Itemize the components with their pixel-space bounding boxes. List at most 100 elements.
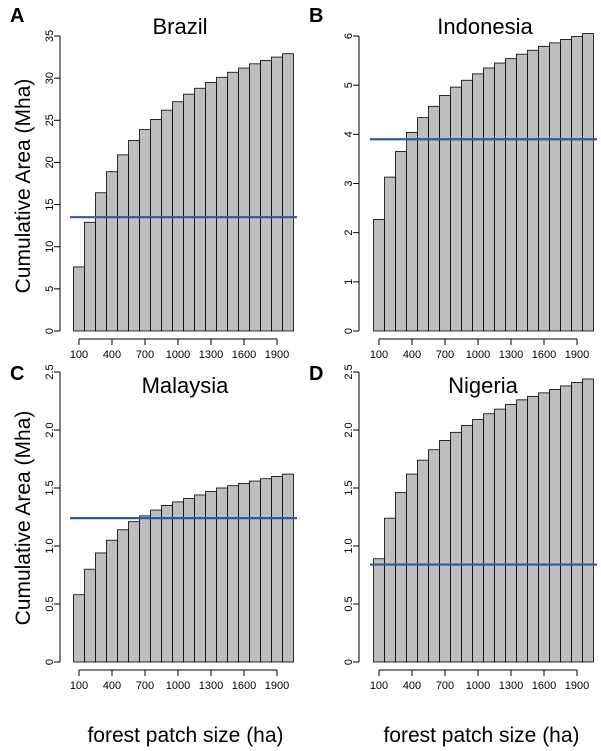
x-tick-label: 1300 <box>199 680 223 692</box>
x-tick-label: 400 <box>103 349 121 361</box>
y-tick-label: 1.5 <box>44 480 56 495</box>
x-tick-label: 1000 <box>166 349 190 361</box>
y-tick-label: 5 <box>44 286 56 292</box>
x-tick-label: 100 <box>70 349 88 361</box>
bar <box>117 154 129 332</box>
bar <box>117 529 129 663</box>
bar <box>560 385 572 663</box>
bar <box>260 478 272 663</box>
x-tick-label: 100 <box>70 680 88 692</box>
bar <box>406 473 418 663</box>
bar <box>106 539 118 663</box>
bar <box>172 501 184 663</box>
y-tick-label: 1.5 <box>343 480 355 495</box>
bar <box>472 419 484 663</box>
bar <box>216 487 228 663</box>
bar <box>483 67 495 332</box>
bar <box>560 39 572 332</box>
panel-title: Malaysia <box>142 373 230 398</box>
bar <box>450 431 462 663</box>
bar <box>271 56 283 332</box>
y-tick-label: 25 <box>44 114 56 126</box>
x-tick-label: 1900 <box>265 349 289 361</box>
bar <box>282 473 294 663</box>
x-tick-label: 400 <box>403 680 421 692</box>
x-tick-label: 1000 <box>466 680 490 692</box>
bar <box>505 58 517 332</box>
x-tick-label: 1900 <box>565 680 589 692</box>
x-tick-label: 1600 <box>532 349 556 361</box>
x-tick-label: 1000 <box>466 349 490 361</box>
panel-a: 0 5 10 15 20 25 30 35 100 400 700 1000 1300 1600 1900 A… <box>10 5 297 361</box>
panel-c: 0 0.5 1.0 1.5 2.0 2.5 100 400 700 1000 1300 1600 190… <box>10 363 297 747</box>
y-axis-label: Cumulative Area (Mha) <box>12 79 35 294</box>
y-tick-label: 2 <box>343 230 355 236</box>
y-tick-label: 35 <box>44 30 56 42</box>
bar <box>461 79 473 332</box>
bar <box>373 558 385 663</box>
bar <box>161 504 173 663</box>
bar <box>216 76 228 332</box>
x-tick-label: 1900 <box>265 680 289 692</box>
bar <box>483 413 495 663</box>
bar <box>450 86 462 332</box>
bar <box>384 176 396 332</box>
bar <box>384 517 396 663</box>
y-tick-label: 0.5 <box>44 596 56 611</box>
x-tick-label: 400 <box>403 349 421 361</box>
bar <box>472 73 484 332</box>
x-tick-label: 1900 <box>565 349 589 361</box>
bar <box>571 36 583 332</box>
panel-title: Indonesia <box>437 14 533 39</box>
bar <box>461 424 473 663</box>
x-axis-label: forest patch size (ha) <box>383 724 579 747</box>
bar <box>494 62 506 332</box>
bar <box>527 49 539 332</box>
bar <box>227 71 239 332</box>
bar <box>271 475 283 663</box>
bar <box>549 42 561 332</box>
panel-letter: C <box>10 363 24 385</box>
bar <box>161 109 173 332</box>
bar <box>128 140 140 332</box>
y-tick-label: 1 <box>343 279 355 285</box>
y-tick-label: 4 <box>343 131 355 137</box>
x-tick-label: 1300 <box>499 680 523 692</box>
bar <box>282 53 294 332</box>
panel-letter: B <box>309 5 323 27</box>
bar <box>373 218 385 332</box>
bar <box>494 408 506 663</box>
bar <box>95 552 107 663</box>
bar <box>417 117 429 332</box>
x-tick-label: 100 <box>370 680 388 692</box>
bar <box>106 171 118 332</box>
bar <box>84 221 96 332</box>
y-tick-label: 0 <box>44 328 56 334</box>
panel-d: 0 0.5 1.0 1.5 2.0 2.5 100 400 700 1000 1300 1600 190… <box>309 363 597 747</box>
y-tick-label: 1.0 <box>343 538 355 553</box>
x-tick-label: 100 <box>370 349 388 361</box>
bar <box>395 151 407 332</box>
panel-title: Brazil <box>152 14 207 39</box>
bar <box>238 67 250 332</box>
y-tick-label: 15 <box>44 198 56 210</box>
y-tick-label: 20 <box>44 156 56 168</box>
bar <box>549 388 561 663</box>
bar <box>260 60 272 332</box>
y-tick-label: 6 <box>343 33 355 39</box>
bar <box>73 266 85 332</box>
bar <box>249 63 261 332</box>
y-tick-label: 2.0 <box>44 422 56 437</box>
bar <box>406 131 418 332</box>
x-tick-label: 1600 <box>532 680 556 692</box>
y-tick-label: 2.5 <box>343 364 355 379</box>
bar <box>439 95 451 332</box>
y-axis-label: Cumulative Area (Mha) <box>12 411 35 626</box>
bar <box>73 594 85 663</box>
x-tick-label: 700 <box>136 680 154 692</box>
bar <box>139 129 151 332</box>
x-tick-label: 1300 <box>499 349 523 361</box>
x-tick-label: 700 <box>436 349 454 361</box>
bar <box>527 395 539 663</box>
